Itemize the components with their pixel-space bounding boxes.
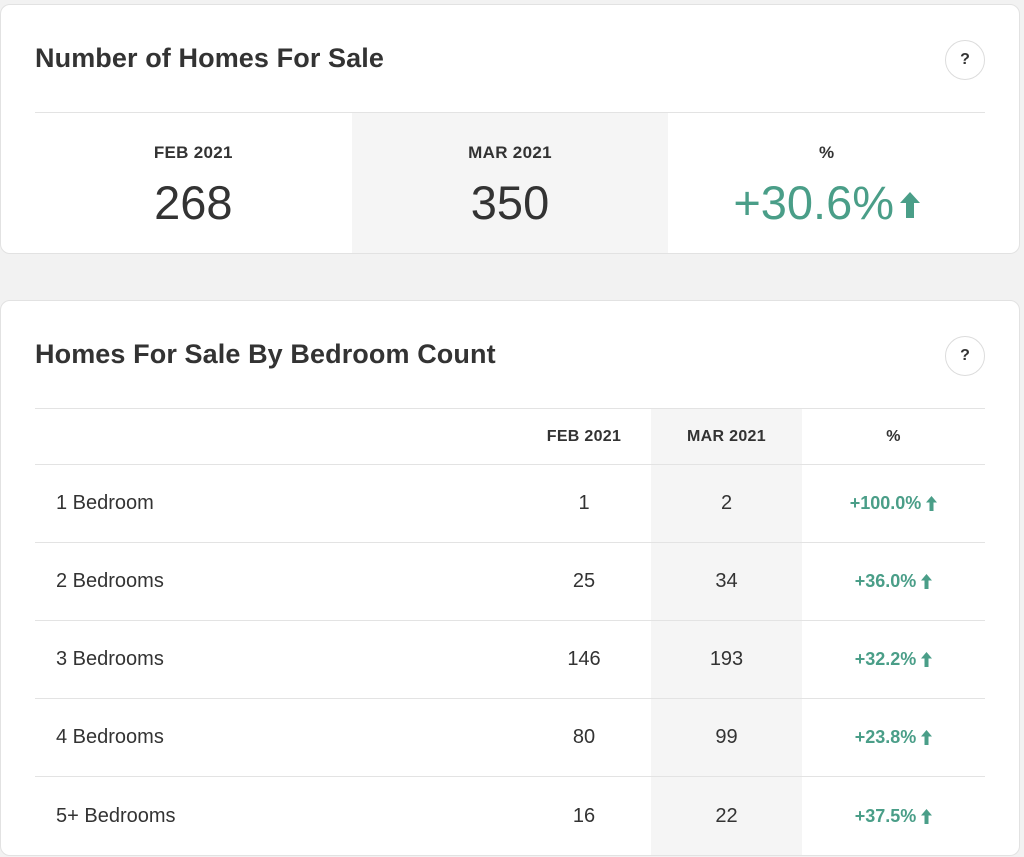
percent-change: +100.0% xyxy=(802,493,985,514)
percent-change: +32.2% xyxy=(802,649,985,670)
homes-for-sale-card: Number of Homes For Sale ? FEB 2021 268 … xyxy=(0,4,1020,254)
table-row: 1 Bedroom 1 2 +100.0% xyxy=(35,465,985,543)
arrow-up-icon xyxy=(926,496,938,511)
mar-value: 193 xyxy=(709,648,744,670)
current-month-column-highlight xyxy=(651,408,802,855)
percent-value: +37.5% xyxy=(854,805,917,826)
mar-value: 99 xyxy=(715,726,738,748)
table-row: 5+ Bedrooms 16 22 +37.5% xyxy=(35,777,985,855)
feb-value: 146 xyxy=(567,648,601,670)
percent-change: +36.0% xyxy=(802,571,985,592)
stat-change: +30.6% xyxy=(733,175,921,230)
bedroom-label: 3 Bedrooms xyxy=(56,648,164,670)
column-header-percent: % xyxy=(886,427,901,445)
percent-value: +100.0% xyxy=(849,493,922,513)
table-header-row: FEB 2021 MAR 2021 % xyxy=(35,408,985,465)
bedroom-label: 2 Bedrooms xyxy=(56,570,164,592)
stat-change-value: +30.6% xyxy=(733,176,895,229)
percent-value: +36.0% xyxy=(854,571,917,591)
percent-value: +23.8% xyxy=(854,727,917,747)
feb-value: 1 xyxy=(578,492,590,514)
stat-percent: % +30.6% xyxy=(668,113,985,253)
stat-feb: FEB 2021 268 xyxy=(35,113,352,253)
table-row: 2 Bedrooms 25 34 +36.0% xyxy=(35,543,985,621)
stat-label: % xyxy=(818,143,835,162)
percent-value: +32.2% xyxy=(854,649,917,669)
card-title: Homes For Sale By Bedroom Count xyxy=(35,339,496,369)
stat-value: 268 xyxy=(154,176,233,229)
percent-change: +23.8% xyxy=(802,727,985,748)
bedroom-table: FEB 2021 MAR 2021 % 1 Bedroom 1 2 +100.0… xyxy=(35,408,985,855)
stats-row: FEB 2021 268 MAR 2021 350 % +30.6% xyxy=(35,113,985,253)
card-title: Number of Homes For Sale xyxy=(35,43,384,73)
feb-value: 16 xyxy=(572,804,596,827)
column-header-mar: MAR 2021 xyxy=(687,427,766,445)
bedroom-count-card: Homes For Sale By Bedroom Count ? FEB 20… xyxy=(0,300,1020,856)
table-row: 4 Bedrooms 80 99 +23.8% xyxy=(35,699,985,777)
stat-value: 350 xyxy=(470,176,550,229)
column-header-feb: FEB 2021 xyxy=(546,427,622,445)
bedroom-label: 5+ Bedrooms xyxy=(56,804,176,827)
stat-label: FEB 2021 xyxy=(153,143,233,162)
help-button[interactable]: ? xyxy=(945,40,985,80)
stat-mar: MAR 2021 350 xyxy=(351,113,669,253)
mar-value: 2 xyxy=(720,492,733,514)
stat-label: MAR 2021 xyxy=(468,143,552,162)
arrow-up-icon xyxy=(921,730,933,745)
feb-value: 80 xyxy=(572,726,596,748)
arrow-up-icon xyxy=(900,191,921,218)
arrow-up-icon xyxy=(921,808,933,824)
arrow-up-icon xyxy=(921,652,933,667)
divider xyxy=(35,112,985,113)
help-button[interactable]: ? xyxy=(945,336,985,376)
mar-value: 34 xyxy=(715,570,738,592)
percent-change: +37.5% xyxy=(802,806,985,827)
bedroom-label: 4 Bedrooms xyxy=(56,726,164,748)
feb-value: 25 xyxy=(572,570,596,592)
mar-value: 22 xyxy=(715,804,738,827)
arrow-up-icon xyxy=(921,574,933,589)
bedroom-label: 1 Bedroom xyxy=(56,492,154,514)
table-row: 3 Bedrooms 146 193 +32.2% xyxy=(35,621,985,699)
